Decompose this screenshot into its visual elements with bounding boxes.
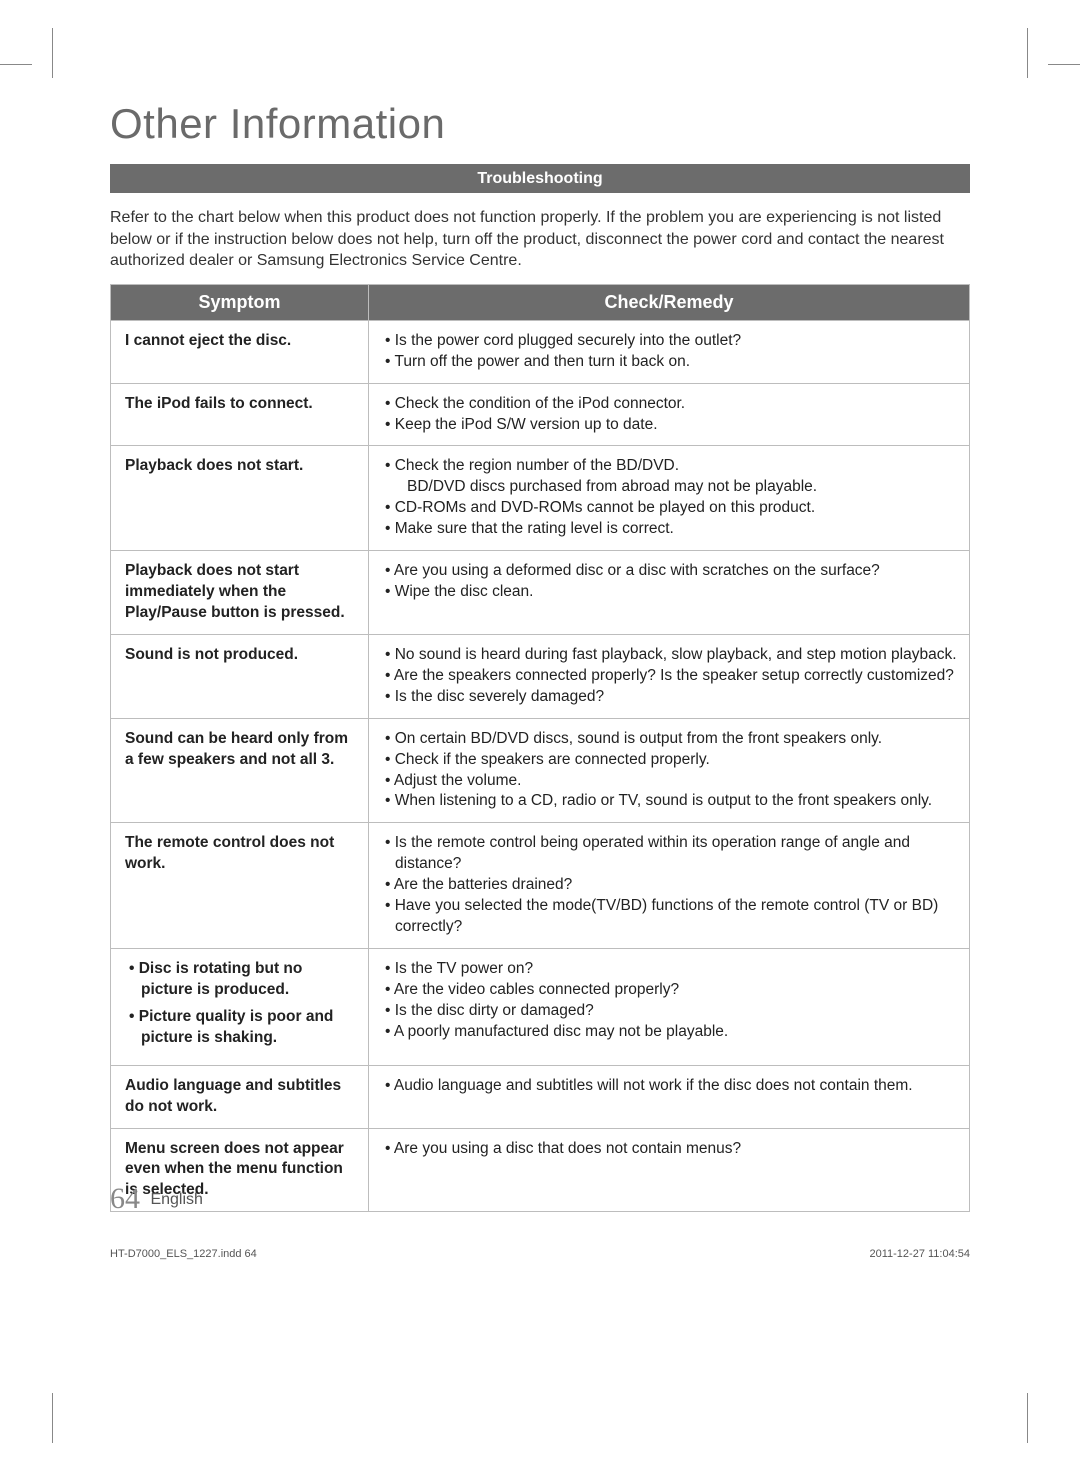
remedy-bullet: Check if the speakers are connected prop…	[389, 750, 957, 771]
remedy-bullet: Is the power cord plugged securely into …	[389, 331, 957, 352]
symptom-bullet: Disc is rotating but no picture is produ…	[125, 959, 356, 1001]
remedy-bullet: Are you using a deformed disc or a disc …	[389, 561, 957, 582]
page-content: Other Information Troubleshooting Refer …	[110, 100, 970, 1212]
remedy-cell: Check the region number of the BD/DVD.BD…	[369, 446, 970, 551]
page-language: English	[150, 1191, 202, 1208]
remedy-bullet: No sound is heard during fast playback, …	[389, 645, 957, 666]
table-row: The remote control does not work. Is the …	[111, 823, 970, 949]
remedy-bullet: When listening to a CD, radio or TV, sou…	[389, 791, 957, 812]
remedy-bullet: Is the disc severely damaged?	[389, 687, 957, 708]
remedy-cell: Is the power cord plugged securely into …	[369, 320, 970, 383]
remedy-cell: Audio language and subtitles will not wo…	[369, 1065, 970, 1128]
remedy-bullet: On certain BD/DVD discs, sound is output…	[389, 729, 957, 750]
remedy-bullet: Make sure that the rating level is corre…	[389, 519, 957, 540]
remedy-cell: Is the TV power on?Are the video cables …	[369, 948, 970, 1065]
table-row: Sound can be heard only from a few speak…	[111, 718, 970, 823]
crop-mark	[52, 28, 53, 78]
footer-meta: HT-D7000_ELS_1227.indd 64 2011-12-27 11:…	[110, 1248, 970, 1260]
symptom-cell: The iPod fails to connect.	[111, 383, 369, 446]
crop-mark	[0, 64, 32, 65]
remedy-bullet: A poorly manufactured disc may not be pl…	[389, 1022, 957, 1043]
remedy-bullet: Is the TV power on?	[389, 959, 957, 980]
table-row: Audio language and subtitles do not work…	[111, 1065, 970, 1128]
remedy-cell: Check the condition of the iPod connecto…	[369, 383, 970, 446]
remedy-bullet: Keep the iPod S/W version up to date.	[389, 415, 957, 436]
footer-file: HT-D7000_ELS_1227.indd 64	[110, 1248, 257, 1260]
remedy-bullet: CD-ROMs and DVD-ROMs cannot be played on…	[389, 498, 957, 519]
remedy-cell: No sound is heard during fast playback, …	[369, 634, 970, 718]
col-header-symptom: Symptom	[111, 284, 369, 320]
crop-mark	[52, 1393, 53, 1443]
remedy-bullet: Have you selected the mode(TV/BD) functi…	[389, 896, 957, 938]
chapter-title: Other Information	[110, 100, 970, 148]
troubleshooting-table: Symptom Check/Remedy I cannot eject the …	[110, 284, 970, 1213]
remedy-cell: Are you using a disc that does not conta…	[369, 1128, 970, 1212]
section-banner: Troubleshooting	[110, 164, 970, 193]
table-row: Playback does not start. Check the region…	[111, 446, 970, 551]
remedy-subline: BD/DVD discs purchased from abroad may n…	[395, 477, 957, 498]
remedy-bullet: Is the disc dirty or damaged?	[389, 1001, 957, 1022]
symptom-cell: Disc is rotating but no picture is produ…	[111, 948, 369, 1065]
remedy-cell: Is the remote control being operated wit…	[369, 823, 970, 949]
symptom-bullet: Picture quality is poor and picture is s…	[125, 1007, 356, 1049]
table-row: Sound is not produced. No sound is heard …	[111, 634, 970, 718]
remedy-bullet: Are you using a disc that does not conta…	[389, 1139, 957, 1160]
remedy-cell: On certain BD/DVD discs, sound is output…	[369, 718, 970, 823]
crop-mark	[1027, 28, 1028, 78]
symptom-cell: I cannot eject the disc.	[111, 320, 369, 383]
remedy-bullet: Is the remote control being operated wit…	[389, 833, 957, 875]
remedy-bullet: Check the region number of the BD/DVD.BD…	[389, 456, 957, 498]
table-row: Menu screen does not appear even when th…	[111, 1128, 970, 1212]
remedy-cell: Are you using a deformed disc or a disc …	[369, 551, 970, 635]
symptom-cell: Sound can be heard only from a few speak…	[111, 718, 369, 823]
remedy-bullet: Turn off the power and then turn it back…	[389, 352, 957, 373]
remedy-bullet: Wipe the disc clean.	[389, 582, 957, 603]
remedy-bullet: Are the video cables connected properly?	[389, 980, 957, 1001]
symptom-cell: Playback does not start.	[111, 446, 369, 551]
symptom-cell: Audio language and subtitles do not work…	[111, 1065, 369, 1128]
footer-timestamp: 2011-12-27 11:04:54	[869, 1248, 970, 1260]
table-row: The iPod fails to connect. Check the cond…	[111, 383, 970, 446]
crop-mark	[1027, 1393, 1028, 1443]
symptom-cell: Playback does not start immediately when…	[111, 551, 369, 635]
symptom-cell: Sound is not produced.	[111, 634, 369, 718]
table-row: Disc is rotating but no picture is produ…	[111, 948, 970, 1065]
remedy-bullet: Are the batteries drained?	[389, 875, 957, 896]
page-number-value: 64	[110, 1182, 140, 1215]
symptom-cell: The remote control does not work.	[111, 823, 369, 949]
remedy-bullet: Check the condition of the iPod connecto…	[389, 394, 957, 415]
remedy-bullet: Adjust the volume.	[389, 771, 957, 792]
table-row: I cannot eject the disc. Is the power cor…	[111, 320, 970, 383]
col-header-remedy: Check/Remedy	[369, 284, 970, 320]
remedy-bullet: Audio language and subtitles will not wo…	[389, 1076, 957, 1097]
table-row: Playback does not start immediately when…	[111, 551, 970, 635]
remedy-bullet: Are the speakers connected properly? Is …	[389, 666, 957, 687]
page-number: 64 English	[110, 1182, 203, 1216]
crop-mark	[1048, 64, 1080, 65]
intro-paragraph: Refer to the chart below when this produ…	[110, 207, 970, 272]
